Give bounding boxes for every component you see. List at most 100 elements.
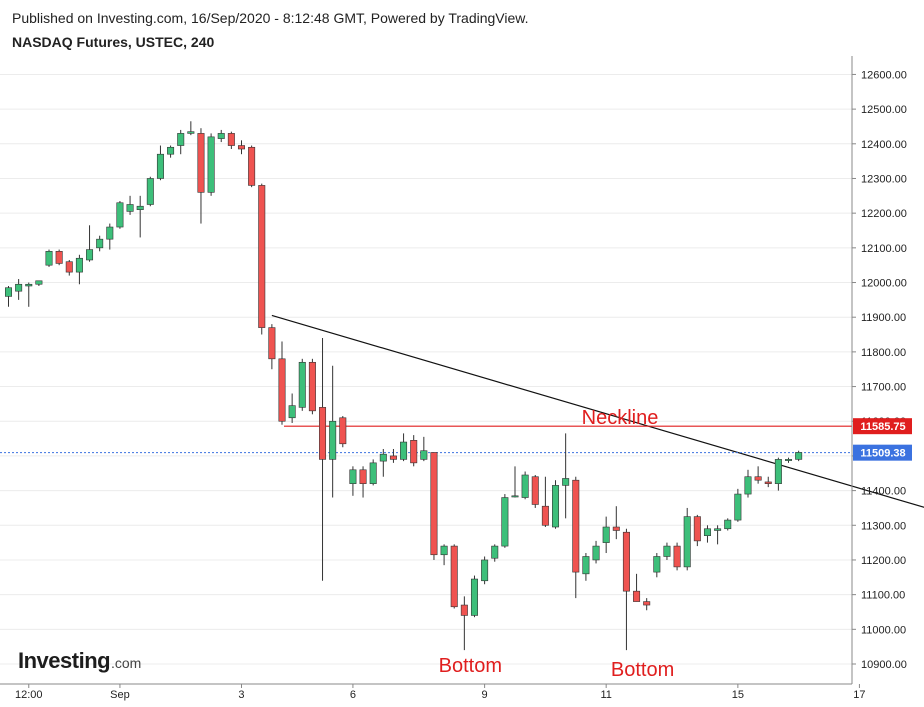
candle[interactable] <box>744 469 752 498</box>
candle[interactable] <box>440 544 448 566</box>
candle[interactable] <box>470 575 478 618</box>
candle[interactable] <box>562 433 570 519</box>
candle[interactable] <box>126 195 134 215</box>
candle-body <box>501 497 509 547</box>
candle-body <box>237 145 245 150</box>
candle[interactable] <box>288 393 296 423</box>
symbol-title[interactable]: NASDAQ Futures, USTEC, 240 <box>12 34 215 50</box>
candle[interactable] <box>248 145 256 188</box>
candle-body <box>217 133 225 139</box>
candle[interactable] <box>410 435 418 467</box>
candle[interactable] <box>258 183 266 335</box>
candle[interactable] <box>177 129 185 155</box>
candle[interactable] <box>106 223 114 250</box>
candle[interactable] <box>663 542 671 560</box>
candle-body <box>754 476 762 481</box>
candle[interactable] <box>420 436 428 462</box>
candle-body <box>86 249 94 261</box>
candle[interactable] <box>430 452 438 560</box>
candle[interactable] <box>511 466 519 498</box>
candle[interactable] <box>481 556 489 585</box>
candle[interactable] <box>460 596 468 651</box>
y-tick-label: 12100.00 <box>861 243 907 255</box>
candle[interactable] <box>268 324 276 370</box>
candle[interactable] <box>197 128 205 224</box>
candle[interactable] <box>308 358 316 415</box>
candle[interactable] <box>582 553 590 581</box>
y-tick-label: 11900.00 <box>861 312 906 324</box>
candle[interactable] <box>653 553 661 578</box>
candle[interactable] <box>734 488 742 522</box>
candle-body <box>460 604 468 616</box>
candle[interactable] <box>227 131 235 150</box>
candle[interactable] <box>75 254 83 285</box>
candle[interactable] <box>693 514 701 547</box>
candle[interactable] <box>531 474 539 508</box>
candle-body <box>724 519 732 530</box>
candle[interactable] <box>217 129 225 143</box>
candle[interactable] <box>501 494 509 548</box>
candle[interactable] <box>207 133 215 196</box>
candle[interactable] <box>795 450 803 462</box>
candle-body <box>136 205 144 210</box>
candle[interactable] <box>55 249 63 266</box>
candle[interactable] <box>541 476 549 528</box>
candle[interactable] <box>136 195 144 238</box>
candle[interactable] <box>643 598 651 611</box>
candle[interactable] <box>35 280 43 286</box>
candle[interactable] <box>491 544 499 562</box>
candlesticks[interactable] <box>5 121 803 651</box>
candle[interactable] <box>319 338 327 581</box>
candle-body <box>744 476 752 495</box>
candle[interactable] <box>329 365 337 498</box>
candle[interactable] <box>622 528 630 651</box>
candle[interactable] <box>703 525 711 543</box>
candle-body <box>703 528 711 536</box>
candle[interactable] <box>65 259 73 276</box>
candle[interactable] <box>400 433 408 462</box>
descending-trendline[interactable] <box>271 314 924 547</box>
candle[interactable] <box>379 448 387 477</box>
candle[interactable] <box>86 225 94 262</box>
candle-body <box>298 361 306 408</box>
candle-body <box>693 516 701 542</box>
candle[interactable] <box>278 341 286 425</box>
candle[interactable] <box>96 235 104 252</box>
candle[interactable] <box>5 285 13 307</box>
candle[interactable] <box>359 466 367 498</box>
candle[interactable] <box>612 506 620 540</box>
candle[interactable] <box>785 457 793 463</box>
candle[interactable] <box>673 542 681 571</box>
candle[interactable] <box>15 279 23 300</box>
candle[interactable] <box>754 466 762 484</box>
candle[interactable] <box>339 416 347 448</box>
candle[interactable] <box>298 358 306 411</box>
candle-body <box>541 505 549 526</box>
candle[interactable] <box>714 525 722 545</box>
candle[interactable] <box>683 507 691 571</box>
candle[interactable] <box>146 176 154 207</box>
candle[interactable] <box>167 145 175 158</box>
candle[interactable] <box>369 459 377 486</box>
candle[interactable] <box>349 466 357 496</box>
candle[interactable] <box>187 121 195 136</box>
candle[interactable] <box>602 516 610 554</box>
candle[interactable] <box>592 540 600 564</box>
candle[interactable] <box>633 573 641 602</box>
candle[interactable] <box>572 476 580 599</box>
candle[interactable] <box>450 544 458 609</box>
candle[interactable] <box>45 249 53 267</box>
candle[interactable] <box>521 471 529 500</box>
candle[interactable] <box>774 457 782 491</box>
candle[interactable] <box>116 201 124 229</box>
time-axis[interactable]: 12:00 Sep 3 6 9 11 15 17 <box>0 683 866 701</box>
candle[interactable] <box>764 476 772 488</box>
candle[interactable] <box>724 518 732 531</box>
candle[interactable] <box>389 448 397 463</box>
price-axis[interactable]: 10900.00 11000.00 11100.00 11200.00 11300.00… <box>851 56 907 684</box>
candle[interactable] <box>25 282 33 307</box>
candle[interactable] <box>552 480 560 529</box>
candle[interactable] <box>156 145 164 181</box>
candle[interactable] <box>237 140 245 155</box>
